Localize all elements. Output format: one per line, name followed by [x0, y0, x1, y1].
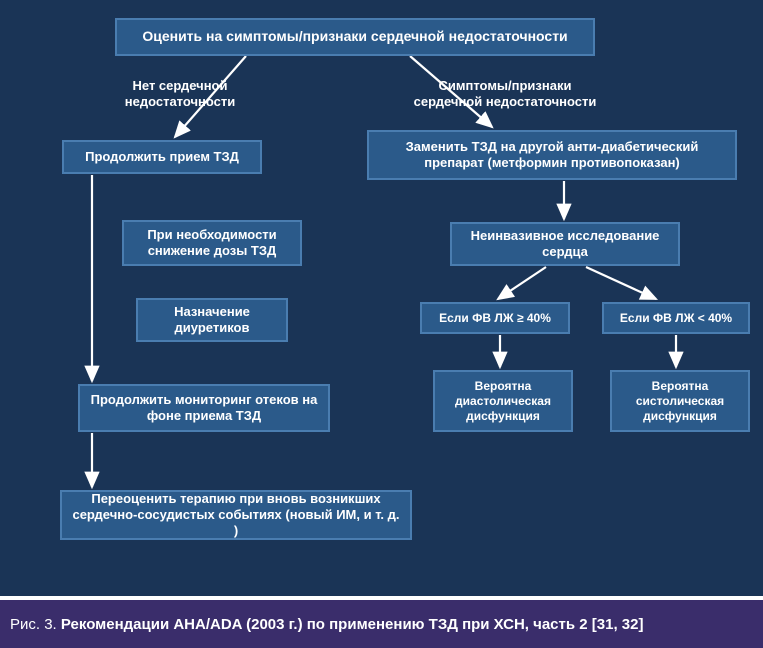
figure-caption: Рис. 3. Рекомендации AHA/ADA (2003 г.) п… — [0, 596, 763, 648]
flowchart-node: Назначение диуретиков — [136, 298, 288, 342]
caption-bold: Рекомендации AHA/ADA (2003 г.) по примен… — [61, 616, 644, 633]
flowchart-node: Вероятна систолическая дисфункция — [610, 370, 750, 432]
flowchart-node: Переоценить терапию при вновь возникших … — [60, 490, 412, 540]
flowchart-node: Заменить ТЗД на другой анти-диабетически… — [367, 130, 737, 180]
flowchart-label: Симптомы/признаки сердечной недостаточно… — [405, 78, 605, 109]
flowchart-node: Если ФВ ЛЖ ≥ 40% — [420, 302, 570, 334]
flowchart-canvas: Оценить на симптомы/признаки сердечной н… — [0, 0, 763, 596]
flowchart-node: Оценить на симптомы/признаки сердечной н… — [115, 18, 595, 56]
flowchart-node: Продолжить прием ТЗД — [62, 140, 262, 174]
flowchart-label: Нет сердечной недостаточности — [95, 78, 265, 109]
flowchart-node: Вероятна диастолическая дисфункция — [433, 370, 573, 432]
flowchart-node: Неинвазивное исследование сердца — [450, 222, 680, 266]
flowchart-node: При необходимости снижение дозы ТЗД — [122, 220, 302, 266]
flowchart-node: Продолжить мониторинг отеков на фоне при… — [78, 384, 330, 432]
caption-lead: Рис. 3. — [10, 616, 61, 633]
flowchart-node: Если ФВ ЛЖ < 40% — [602, 302, 750, 334]
